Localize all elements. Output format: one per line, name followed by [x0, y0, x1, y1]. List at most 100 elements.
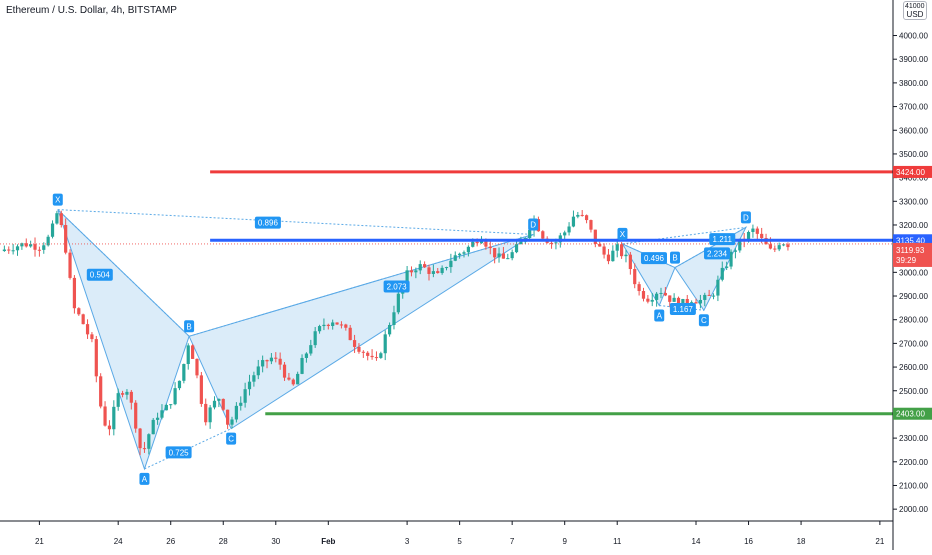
- y-tick-label: 3300.00: [899, 197, 928, 206]
- pattern-dotted-line: [57, 209, 534, 235]
- candle-body: [589, 220, 593, 230]
- candle-body: [576, 214, 580, 217]
- candle-body: [46, 236, 50, 246]
- x-tick-label: 5: [457, 537, 462, 546]
- candle-body: [567, 226, 571, 233]
- candle-body: [655, 293, 659, 300]
- candle-body: [606, 254, 611, 262]
- candle-body: [42, 245, 46, 250]
- candle-body: [624, 254, 628, 257]
- y-tick-label: 3600.00: [899, 126, 928, 135]
- y-tick-label: 2900.00: [899, 292, 928, 301]
- y-tick-label: 2000.00: [899, 505, 928, 514]
- candle-body: [296, 373, 300, 385]
- candle-body: [81, 314, 85, 325]
- pattern-point-label: A: [142, 475, 148, 484]
- candle-body: [668, 295, 672, 302]
- candle-body: [169, 404, 173, 406]
- candle-body: [269, 357, 274, 362]
- candle-body: [50, 223, 55, 237]
- ratio-label: 1.211: [713, 235, 733, 244]
- pattern-point-label: C: [701, 316, 707, 325]
- candle-body: [361, 351, 365, 353]
- pattern-triangle-xab[interactable]: [57, 209, 190, 471]
- candle-body: [29, 244, 33, 247]
- candle-body: [493, 248, 497, 258]
- candle-body: [173, 388, 177, 405]
- candle-body: [265, 360, 269, 362]
- pattern-point-bg: [654, 309, 665, 322]
- candle-body: [633, 269, 637, 285]
- price-axis[interactable]: 2000.002100.002200.002300.002400.002500.…: [893, 32, 928, 515]
- candle-body: [230, 419, 234, 425]
- candle-body: [344, 324, 348, 328]
- candle-body: [138, 428, 142, 449]
- candle-body: [90, 334, 94, 340]
- y-tick-label: 2300.00: [899, 434, 928, 443]
- ratio-label: 0.504: [90, 271, 111, 280]
- candle-body: [383, 334, 387, 354]
- candle-body: [366, 352, 370, 356]
- candles-layer: [2, 210, 790, 456]
- candle-body: [685, 298, 689, 304]
- candle-body: [85, 324, 90, 335]
- candle-body: [510, 252, 514, 259]
- candle-body: [449, 260, 453, 268]
- candle-body: [59, 213, 63, 226]
- candle-body: [571, 216, 576, 227]
- currency-badge[interactable]: 41000.00 USD: [903, 1, 927, 20]
- candle-body: [247, 381, 252, 390]
- y-tick-label: 3800.00: [899, 79, 928, 88]
- candle-body: [37, 249, 41, 251]
- resistance-price-tag: [893, 165, 932, 178]
- candle-body: [615, 244, 619, 251]
- ratio-label-bg: [640, 252, 667, 265]
- candle-body: [760, 233, 764, 239]
- candle-body: [217, 398, 221, 401]
- candle-body: [598, 243, 602, 247]
- pattern-point-bg: [52, 193, 63, 206]
- candle-body: [711, 295, 716, 297]
- pattern-point-bg: [617, 227, 628, 240]
- candle-body: [541, 231, 545, 239]
- candle-body: [164, 404, 168, 411]
- pattern-point-label: B: [186, 322, 191, 331]
- candle-body: [134, 402, 138, 429]
- ratio-label: 0.725: [169, 448, 190, 457]
- candle-body: [322, 324, 326, 327]
- candle-body: [506, 258, 510, 260]
- candle-body: [593, 229, 597, 244]
- candle-body: [580, 214, 584, 216]
- candle-body: [387, 324, 392, 335]
- candle-body: [519, 241, 523, 245]
- pattern-point-bg: [184, 320, 195, 333]
- y-tick-label: 2700.00: [899, 339, 928, 348]
- candle-body: [252, 375, 256, 382]
- candle-body: [549, 242, 554, 244]
- candle-body: [357, 346, 361, 352]
- candle-body: [536, 219, 541, 232]
- candle-body: [370, 355, 374, 358]
- candle-body: [142, 448, 147, 450]
- ratio-label-bg: [86, 268, 113, 281]
- candle-body: [637, 284, 641, 292]
- time-axis[interactable]: 21 24 26 28 30 Feb 3 5 7 9 11 14 16 18 21: [35, 521, 885, 546]
- candle-body: [186, 345, 190, 365]
- candle-body: [7, 249, 11, 251]
- x-tick-label: 16: [744, 537, 753, 546]
- ratio-label-bg: [704, 247, 731, 260]
- x-tick-label: 24: [114, 537, 123, 546]
- y-tick-label: 3900.00: [899, 55, 928, 64]
- pattern-triangle-bcd[interactable]: [188, 233, 534, 430]
- candle-body: [313, 331, 317, 346]
- horizontal-levels-layer[interactable]: [0, 170, 893, 416]
- harmonic-pattern-layer[interactable]: [57, 209, 748, 471]
- candle-body: [99, 376, 103, 407]
- pattern-point-label: D: [743, 213, 749, 222]
- pattern-point-label: C: [228, 435, 234, 444]
- pattern-point-label: X: [55, 196, 61, 205]
- current-price-label: 3119.93: [896, 246, 925, 255]
- candle-body: [690, 302, 694, 304]
